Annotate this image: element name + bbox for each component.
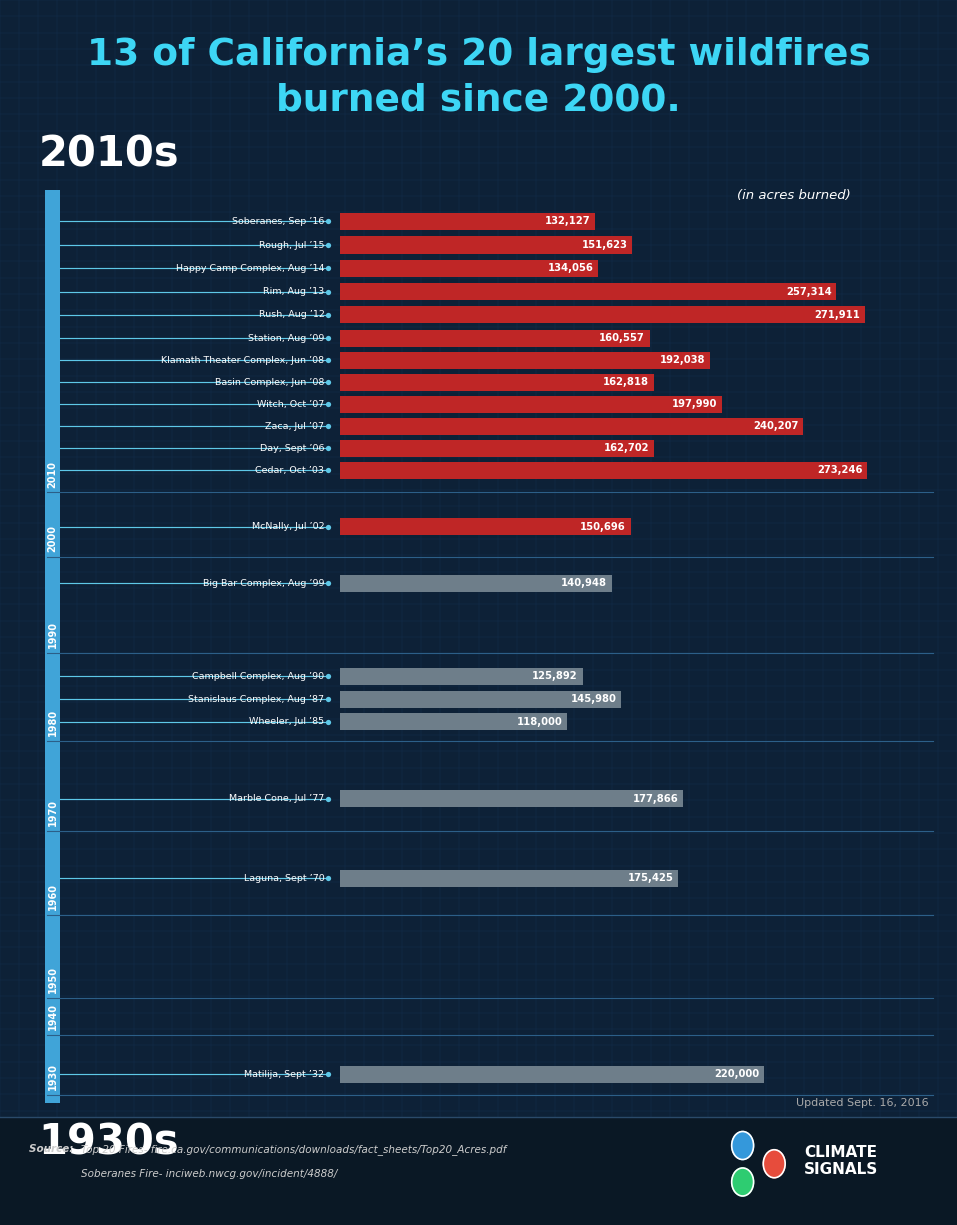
Text: 160,557: 160,557	[599, 333, 645, 343]
Text: 240,207: 240,207	[753, 421, 798, 431]
Text: Soberanes, Sep ’16: Soberanes, Sep ’16	[232, 217, 324, 225]
Bar	[340, 213, 594, 230]
Bar	[340, 575, 612, 592]
Text: 2000: 2000	[48, 526, 57, 552]
Circle shape	[732, 1167, 753, 1196]
Bar	[340, 440, 654, 457]
Text: CLIMATE
SIGNALS: CLIMATE SIGNALS	[804, 1145, 879, 1177]
Text: 140,948: 140,948	[561, 578, 607, 588]
Bar	[340, 691, 621, 708]
Bar	[340, 418, 803, 435]
Text: Klamath Theater Complex, Jun ’08: Klamath Theater Complex, Jun ’08	[162, 355, 324, 365]
Text: 2010: 2010	[48, 461, 57, 488]
Text: Rim, Aug ’13: Rim, Aug ’13	[263, 287, 324, 296]
Bar	[340, 870, 679, 887]
Text: 132,127: 132,127	[545, 216, 590, 227]
Text: 192,038: 192,038	[660, 355, 705, 365]
Circle shape	[764, 1150, 785, 1177]
Text: 162,818: 162,818	[603, 377, 649, 387]
Text: Big Bar Complex, Aug ’99: Big Bar Complex, Aug ’99	[203, 578, 324, 588]
Text: 134,056: 134,056	[547, 263, 593, 273]
Text: 1940: 1940	[48, 1003, 57, 1030]
Text: Campbell Complex, Aug ’90: Campbell Complex, Aug ’90	[192, 671, 324, 681]
Text: 1930s: 1930s	[38, 1122, 179, 1164]
Bar	[340, 668, 583, 685]
Text: Laguna, Sept ’70: Laguna, Sept ’70	[244, 873, 324, 883]
Text: Day, Sept ’06: Day, Sept ’06	[260, 443, 324, 453]
Text: 2010s: 2010s	[38, 134, 179, 175]
FancyBboxPatch shape	[45, 190, 60, 1102]
Text: Matilija, Sept ’32: Matilija, Sept ’32	[244, 1069, 324, 1079]
Text: 1980: 1980	[48, 709, 57, 736]
Bar	[340, 518, 631, 535]
Text: 150,696: 150,696	[580, 522, 626, 532]
Bar	[340, 306, 864, 323]
Bar	[340, 283, 836, 300]
Text: Updated Sept. 16, 2016: Updated Sept. 16, 2016	[795, 1098, 928, 1107]
Bar	[340, 396, 722, 413]
Text: Wheeler, Jul ’85: Wheeler, Jul ’85	[249, 717, 324, 726]
Text: 151,623: 151,623	[582, 240, 628, 250]
Text: Rush, Aug ’12: Rush, Aug ’12	[258, 310, 324, 320]
Text: Soberanes Fire- inciweb.nwcg.gov/incident/4888/: Soberanes Fire- inciweb.nwcg.gov/inciden…	[81, 1169, 338, 1178]
Text: Stanislaus Complex, Aug ’87: Stanislaus Complex, Aug ’87	[189, 695, 324, 704]
Bar	[340, 790, 683, 807]
Text: (in acres burned): (in acres burned)	[738, 190, 851, 202]
Bar	[340, 713, 568, 730]
Text: burned since 2000.: burned since 2000.	[277, 82, 680, 119]
Text: Marble Cone, Jul ’77: Marble Cone, Jul ’77	[229, 794, 324, 804]
Text: 1960: 1960	[48, 883, 57, 910]
Bar	[0, 1117, 957, 1225]
Circle shape	[732, 1132, 753, 1160]
Text: McNally, Jul ’02: McNally, Jul ’02	[252, 522, 324, 532]
Text: Happy Camp Complex, Aug ’14: Happy Camp Complex, Aug ’14	[176, 263, 324, 273]
Bar	[340, 330, 650, 347]
Text: 145,980: 145,980	[570, 695, 616, 704]
Text: 273,246: 273,246	[817, 466, 862, 475]
Text: 175,425: 175,425	[628, 873, 674, 883]
Text: 118,000: 118,000	[517, 717, 563, 726]
Bar	[340, 462, 867, 479]
Text: 1970: 1970	[48, 799, 57, 826]
Text: 162,702: 162,702	[604, 443, 649, 453]
Text: Basin Complex, Jun ’08: Basin Complex, Jun ’08	[215, 377, 324, 387]
Text: Station, Aug ’09: Station, Aug ’09	[248, 333, 324, 343]
Text: Source:: Source:	[29, 1144, 77, 1154]
Bar	[340, 352, 710, 369]
Text: Cedar, Oct ’03: Cedar, Oct ’03	[256, 466, 324, 475]
Text: Witch, Oct ’07: Witch, Oct ’07	[257, 399, 324, 409]
Text: 1950: 1950	[48, 967, 57, 993]
Bar	[340, 374, 654, 391]
Bar	[340, 236, 633, 254]
Text: 13 of California’s 20 largest wildfires: 13 of California’s 20 largest wildfires	[86, 37, 871, 74]
Text: Zaca, Jul ’07: Zaca, Jul ’07	[265, 421, 324, 431]
Text: 177,866: 177,866	[633, 794, 679, 804]
Text: 271,911: 271,911	[813, 310, 859, 320]
Text: Top 20 Fires- fire.ca.gov/communications/downloads/fact_sheets/Top20_Acres.pdf: Top 20 Fires- fire.ca.gov/communications…	[81, 1144, 506, 1154]
Bar	[340, 1066, 765, 1083]
Text: 197,990: 197,990	[672, 399, 717, 409]
Text: 257,314: 257,314	[786, 287, 832, 296]
Bar	[340, 260, 598, 277]
Text: Rough, Jul ’15: Rough, Jul ’15	[259, 240, 324, 250]
Text: 220,000: 220,000	[715, 1069, 760, 1079]
Text: 125,892: 125,892	[532, 671, 578, 681]
Text: 1990: 1990	[48, 621, 57, 648]
Text: 1930: 1930	[48, 1063, 57, 1090]
